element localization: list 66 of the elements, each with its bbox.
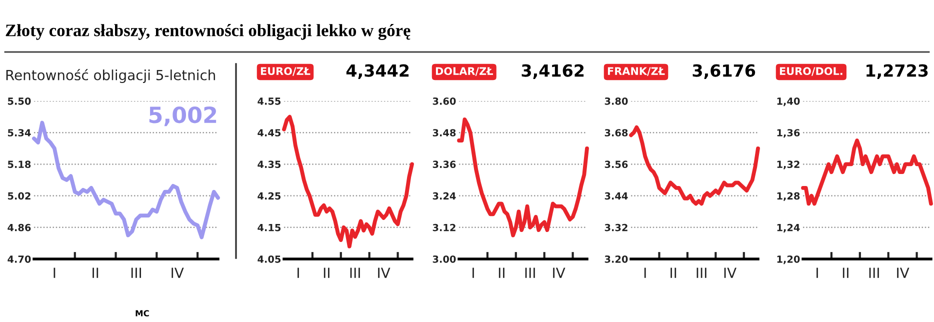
y-tick-label: 3.80 [604,97,628,105]
y-tick-label: 5.50 [8,97,31,105]
line-series [457,117,589,238]
text: MC [136,310,149,316]
text: 4,3442 [346,64,409,79]
y-tick-label: 5.34 [8,129,31,136]
y-tick-label: 3.12 [432,224,456,232]
y-tick-label: 3.32 [604,224,628,232]
x-tick-label: III [525,268,535,278]
y-tick-label: 3.00 [432,255,456,263]
x-tick-label: III [131,268,141,278]
x-tick-label: I [54,268,56,278]
x-tick-label: I [644,268,646,278]
x-tick-label: III [350,268,360,278]
line-series [282,114,414,248]
y-tick-label: 3.24 [432,192,456,200]
y-tick-label: 4.15 [258,224,281,232]
y-tick-label: 1,24 [777,224,800,232]
y-tick-label: 3.36 [432,160,456,168]
x-tick-label: II [670,268,676,278]
y-tick-label: 5.18 [8,160,31,168]
y-tick-label: 4.55 [258,98,281,105]
x-tick-label: IV [172,268,184,278]
y-tick-label: 5.02 [8,192,30,200]
y-tick-label: 1,40 [777,97,800,106]
x-tick-label: II [324,268,330,278]
x-tick-label: III [869,268,879,278]
y-tick-label: 4.45 [258,129,281,136]
x-tick-label: IV [897,268,910,278]
y-tick-label: 4.86 [8,224,31,232]
y-tick-label: 1,20 [777,255,800,264]
x-tick-label: II [842,268,848,278]
y-tick-label: 3.68 [604,129,628,136]
x-tick-label: I [472,268,474,278]
y-tick-label: 3.60 [432,97,456,105]
y-tick-label: 1,36 [777,129,800,138]
chart-title: EURO/DOL. [780,67,842,76]
x-tick-label: IV [378,268,390,278]
chart-title: EURO/ZŁ [260,67,310,76]
x-tick-label: IV [553,268,566,278]
chart-subtitle: Rentowność obligacji 5-letnich [6,69,216,83]
y-tick-label: 4.25 [258,192,281,200]
y-tick-label: 3.48 [432,129,456,136]
x-tick-label: II [92,268,98,278]
y-tick-label: 3.20 [604,255,628,263]
text: 3,4162 [522,64,584,79]
y-tick-label: 1,32 [777,160,800,170]
annotation: 5,002 [149,106,216,126]
line-series [629,125,760,206]
chart-title: DOLAR/ZŁ [436,67,493,76]
text: 1,2723 [866,64,928,79]
x-tick-label: IV [724,268,736,278]
chart-title: FRANK/ZŁ [608,67,665,76]
y-tick-label: 1,28 [777,192,800,201]
chart-title: Złoty coraz słabszy, rentowności obligacji lekko w górę [6,24,410,40]
x-tick-label: III [696,268,706,278]
text: 3,6176 [692,64,756,79]
x-tick-label: II [498,268,504,278]
y-tick-label: 3.56 [604,160,628,168]
y-tick-label: 4.35 [258,160,281,168]
x-tick-label: I [816,268,818,278]
y-tick-label: 4.70 [8,255,31,263]
x-tick-label: I [298,268,299,278]
y-tick-label: 3.44 [604,192,628,200]
y-tick-label: 4.05 [258,255,281,263]
line-series [801,138,933,206]
